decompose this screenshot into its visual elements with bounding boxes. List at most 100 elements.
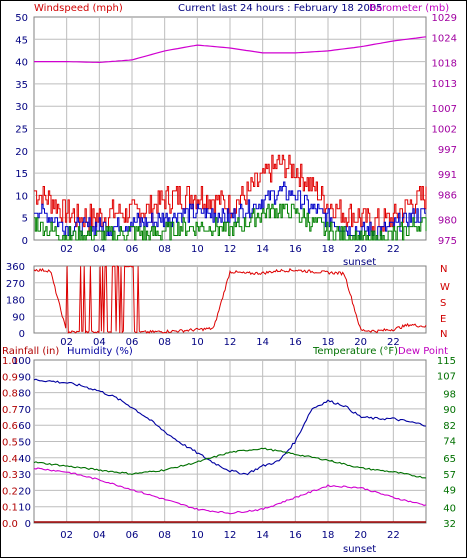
y-tick-label-humidity-4: 40 [18, 454, 31, 465]
y-tick-label-1-25: 25 [15, 125, 28, 136]
dir-label-n-bottom: N [440, 329, 447, 340]
y-tick-label-humidity-7: 70 [18, 405, 31, 416]
x-tick-label-2-10: 10 [191, 337, 204, 348]
y-tick-label-2-270: 270 [6, 279, 25, 290]
barometer-title: Barometer (mb) [369, 3, 449, 14]
series-wind-avg [34, 181, 426, 241]
x-tick-label-3-18: 18 [322, 530, 335, 541]
y-tick-label-humidity-0: 0 [25, 519, 31, 530]
y2-tick-label-1-997: 997 [438, 145, 457, 156]
y2-tick-label-temp-0: 32 [443, 519, 456, 530]
y2-tick-label-temp-9: 107 [437, 372, 456, 383]
y-tick-label-1-50: 50 [15, 13, 28, 24]
humidity-label: Humidity (%) [67, 346, 133, 357]
series-dew-point [33, 467, 427, 515]
y-tick-label-1-30: 30 [15, 102, 28, 113]
dir-label-s: S [440, 298, 446, 309]
x-tick-label-3-14: 14 [256, 530, 269, 541]
x-tick-label-3-16: 16 [289, 530, 302, 541]
x-tick-label-2-12: 12 [224, 337, 237, 348]
x-tick-label-1-10: 10 [191, 244, 204, 255]
y-tick-label-rain-1: 0.1 [2, 503, 18, 514]
y-tick-label-2-360: 360 [6, 262, 25, 273]
x-tick-label-3-04: 04 [93, 530, 106, 541]
series-wind-low [34, 203, 427, 241]
y2-tick-label-temp-1: 40 [443, 503, 456, 514]
y2-tick-label-temp-7: 90 [443, 405, 456, 416]
x-tick-label-1-20: 20 [354, 244, 367, 255]
temperature-label: Temperature (°F) [312, 346, 398, 357]
x-tick-label-2-06: 06 [126, 337, 139, 348]
series-humidity [33, 378, 426, 476]
y-tick-label-1-0: 0 [22, 236, 28, 247]
x-tick-label-1-16: 16 [289, 244, 302, 255]
y-tick-label-1-15: 15 [15, 169, 28, 180]
series-temperature [33, 447, 427, 479]
y-tick-label-2-0: 0 [19, 329, 25, 340]
y2-tick-label-1-1007: 1007 [432, 104, 457, 115]
y-tick-label-rain-3: 0.3 [2, 470, 18, 481]
y-tick-label-1-5: 5 [22, 214, 28, 225]
y-tick-label-rain-5: 0.5 [2, 438, 18, 449]
x-tick-label-1-02: 02 [60, 244, 73, 255]
x-tick-label-2-18: 18 [322, 337, 335, 348]
y-tick-label-rain-6: 0.6 [2, 421, 18, 432]
y-tick-label-1-20: 20 [15, 147, 28, 158]
x-tick-label-3-20: 20 [354, 530, 367, 541]
y-tick-label-1-10: 10 [15, 191, 28, 202]
y-tick-label-rain-0: 0.0 [2, 519, 18, 530]
series-barometer [34, 36, 427, 64]
dir-label-n-top: N [440, 264, 447, 275]
y-tick-label-1-45: 45 [15, 35, 28, 46]
x-tick-label-3-22: 22 [387, 530, 400, 541]
y2-tick-label-temp-4: 65 [443, 454, 456, 465]
y2-tick-label-temp-3: 57 [443, 470, 456, 481]
x-tick-label-3-12: 12 [224, 530, 237, 541]
y2-tick-label-temp-10: 115 [437, 356, 456, 367]
y-tick-label-humidity-3: 30 [18, 470, 31, 481]
windspeed-title: Windspeed (mph) [34, 3, 123, 14]
y-tick-label-humidity-6: 60 [18, 421, 31, 432]
y2-tick-label-1-975: 975 [438, 236, 457, 247]
y2-tick-label-1-1013: 1013 [432, 79, 457, 90]
y2-tick-label-temp-5: 74 [443, 437, 456, 448]
y-tick-label-humidity-5: 50 [18, 438, 31, 449]
rainfall-label: Rainfall (in) [2, 346, 59, 357]
x-tick-label-1-22: 22 [387, 244, 400, 255]
x-tick-label-3-08: 08 [158, 530, 171, 541]
y2-tick-label-temp-6: 82 [443, 421, 456, 432]
y-tick-label-2-90: 90 [12, 312, 25, 323]
x-tick-label-1-06: 06 [126, 244, 139, 255]
x-tick-label-2-22: 22 [387, 337, 400, 348]
y2-tick-label-1-1002: 1002 [432, 125, 457, 136]
y-tick-label-humidity-1: 10 [18, 503, 31, 514]
y-tick-label-rain-2: 0.2 [2, 486, 18, 497]
series-wind-gust [34, 154, 427, 232]
x-tick-label-2-08: 08 [158, 337, 171, 348]
x-tick-label-3-10: 10 [191, 530, 204, 541]
y-tick-label-humidity-8: 80 [18, 389, 31, 400]
y2-tick-label-temp-8: 98 [443, 389, 456, 400]
y-tick-label-1-40: 40 [15, 58, 28, 69]
y2-tick-label-1-1024: 1024 [432, 34, 457, 45]
y-tick-label-humidity-2: 20 [18, 486, 31, 497]
dew-point-label: Dew Point [398, 346, 448, 357]
x-tick-label-2-04: 04 [93, 337, 106, 348]
x-tick-label-1-18: 18 [322, 244, 335, 255]
y2-tick-label-1-1029: 1029 [432, 13, 457, 24]
sunset-label-3: sunset [343, 544, 376, 555]
y-tick-label-1-35: 35 [15, 80, 28, 91]
y2-tick-label-1-980: 980 [438, 215, 457, 226]
x-tick-label-1-08: 08 [158, 244, 171, 255]
y-tick-label-humidity-10: 100 [12, 356, 31, 367]
y-tick-label-rain-8: 0.8 [2, 389, 18, 400]
y-tick-label-humidity-9: 90 [18, 372, 31, 383]
y2-tick-label-1-991: 991 [438, 170, 457, 181]
y2-tick-label-temp-2: 49 [443, 486, 456, 497]
y2-tick-label-1-1018: 1018 [432, 58, 457, 69]
y-tick-label-2-180: 180 [6, 296, 25, 307]
sunset-label-1: sunset [343, 257, 376, 268]
x-tick-label-2-14: 14 [256, 337, 269, 348]
